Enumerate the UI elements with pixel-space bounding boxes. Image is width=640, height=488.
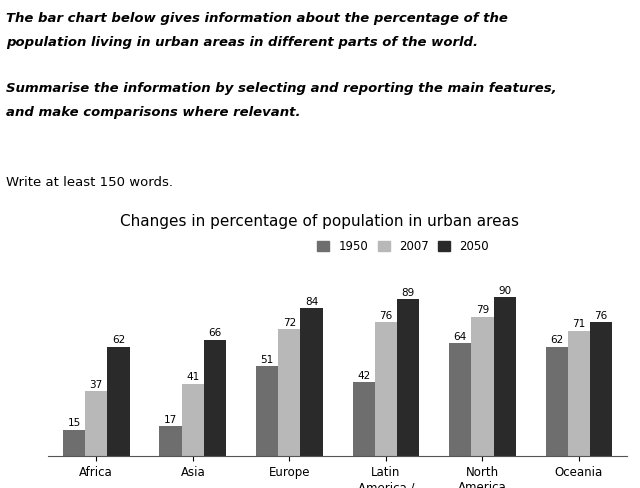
Text: 62: 62 [112,335,125,346]
Bar [108,347,129,456]
Text: population living in urban areas in different parts of the world.: population living in urban areas in diff… [6,36,479,49]
Text: 37: 37 [90,380,103,389]
Bar [449,343,471,456]
Bar [278,329,300,456]
Text: The bar chart below gives information about the percentage of the: The bar chart below gives information ab… [6,12,508,25]
Text: 66: 66 [209,328,221,338]
Text: Write at least 150 words.: Write at least 150 words. [6,176,173,189]
Text: 51: 51 [260,355,274,365]
Bar [85,391,108,456]
Bar [375,322,397,456]
Text: 84: 84 [305,297,318,306]
Text: Summarise the information by selecting and reporting the main features,: Summarise the information by selecting a… [6,82,557,96]
Text: 89: 89 [401,288,415,298]
Bar [568,331,590,456]
Text: 76: 76 [380,311,392,321]
Text: 72: 72 [283,318,296,328]
Text: 64: 64 [454,332,467,342]
Bar [546,347,568,456]
Text: 62: 62 [550,335,563,346]
Bar [256,366,278,456]
Bar [397,299,419,456]
Text: and make comparisons where relevant.: and make comparisons where relevant. [6,106,301,119]
Bar [204,340,226,456]
Bar [493,297,516,456]
Bar [63,430,85,456]
Bar [353,382,375,456]
Bar [300,308,323,456]
Text: 41: 41 [186,372,200,383]
Text: 17: 17 [164,415,177,425]
Text: 42: 42 [357,371,371,381]
Text: 90: 90 [498,286,511,296]
Bar [471,317,493,456]
Legend: 1950, 2007, 2050: 1950, 2007, 2050 [312,235,494,258]
Bar [159,426,182,456]
Text: 79: 79 [476,305,489,315]
Bar [182,384,204,456]
Text: 76: 76 [595,311,608,321]
Text: 15: 15 [67,418,81,428]
Text: 71: 71 [572,320,586,329]
Bar [590,322,612,456]
Text: Changes in percentage of population in urban areas: Changes in percentage of population in u… [120,214,520,229]
